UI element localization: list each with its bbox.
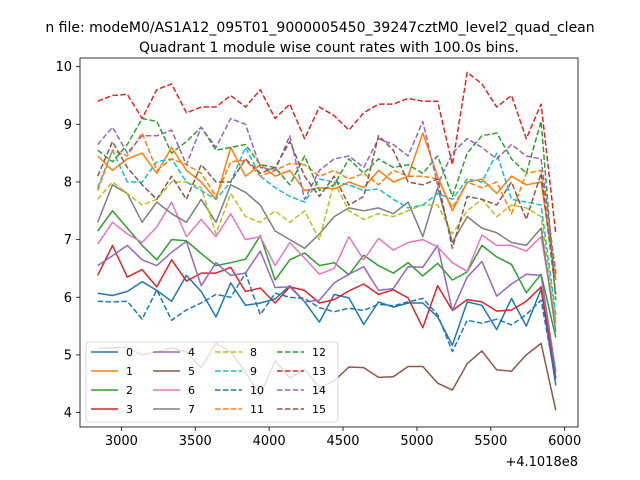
plot-frame xyxy=(79,57,579,428)
series-line-9 xyxy=(97,146,557,315)
series-line-8 xyxy=(97,181,557,321)
series-line-14 xyxy=(97,117,557,275)
series-line-13 xyxy=(97,71,557,234)
legend-label-15: 15 xyxy=(312,403,326,416)
legend-label-12: 12 xyxy=(312,346,326,359)
x-tick-label: 4000 xyxy=(253,434,286,449)
x-tick-label: 3500 xyxy=(179,434,212,449)
chart-title: Quadrant 1 module wise count rates with … xyxy=(139,40,519,56)
y-tick-label: 7 xyxy=(64,233,72,248)
legend-label-10: 10 xyxy=(250,384,264,397)
series-line-7 xyxy=(97,184,557,333)
legend-label-0: 0 xyxy=(126,346,133,359)
y-axis: 4 5 6 7 8 9 10 xyxy=(55,60,80,421)
y-tick-label: 10 xyxy=(55,60,72,75)
legend-label-3: 3 xyxy=(126,403,133,416)
legend-label-5: 5 xyxy=(188,365,195,378)
series-line-15 xyxy=(97,135,557,295)
y-tick-label: 9 xyxy=(64,118,72,133)
x-tick-label: 3000 xyxy=(105,434,138,449)
y-tick-label: 6 xyxy=(64,291,72,306)
y-tick-label: 8 xyxy=(64,175,72,190)
legend-label-13: 13 xyxy=(312,365,326,378)
x-tick-label: 6000 xyxy=(548,434,581,449)
series-line-6 xyxy=(97,201,557,324)
series-line-4 xyxy=(97,240,557,373)
legend-label-14: 14 xyxy=(312,384,326,397)
y-tick-label: 4 xyxy=(64,406,72,421)
series-line-2 xyxy=(97,210,557,338)
legend-label-7: 7 xyxy=(188,403,195,416)
y-tick-label: 5 xyxy=(64,348,72,363)
x-tick-label: 5000 xyxy=(400,434,433,449)
series-layer xyxy=(96,71,557,411)
legend-box xyxy=(85,341,339,423)
legend-label-8: 8 xyxy=(250,346,257,359)
series-line-10 xyxy=(97,272,557,382)
series-line-11 xyxy=(96,132,557,272)
series-line-0 xyxy=(97,274,557,386)
legend-label-1: 1 xyxy=(126,365,133,378)
series-line-3 xyxy=(97,244,557,379)
legend-label-2: 2 xyxy=(126,384,133,397)
x-axis: 3000 3500 4000 4500 5000 5500 6000 xyxy=(105,427,581,449)
legend-label-4: 4 xyxy=(188,346,195,359)
x-axis-offset-label: +4.1018e8 xyxy=(505,455,578,470)
legend-label-6: 6 xyxy=(188,384,195,397)
x-tick-label: 4500 xyxy=(326,434,359,449)
legend-label-9: 9 xyxy=(250,365,257,378)
legend-label-11: 11 xyxy=(250,403,264,416)
figure-suptitle: n file: modeM0/AS1A12_095T01_9000005450_… xyxy=(45,20,594,36)
series-line-12 xyxy=(97,117,557,301)
x-tick-label: 5500 xyxy=(474,434,507,449)
